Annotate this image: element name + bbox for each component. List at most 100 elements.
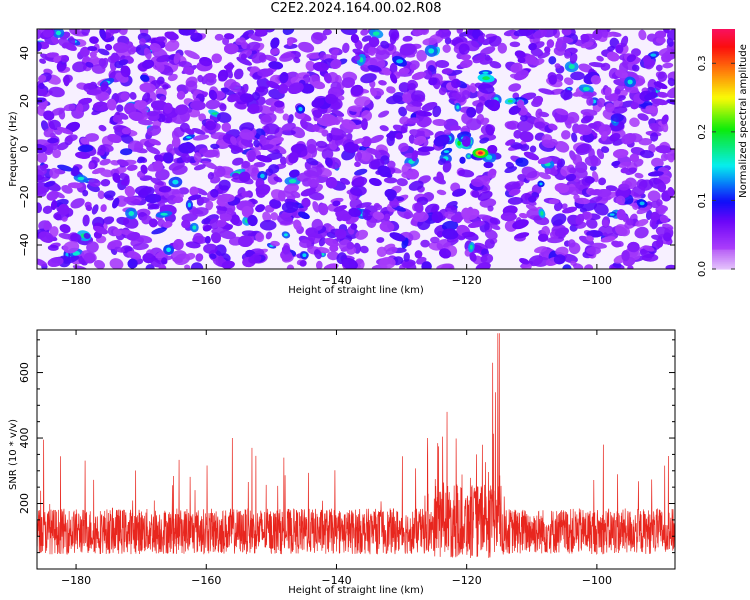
heatmap-blob [269, 105, 277, 112]
heatmap-blob [615, 44, 624, 54]
heatmap-blob [203, 243, 218, 254]
heatmap-blob [323, 72, 332, 84]
heatmap-blob [51, 107, 65, 116]
heatmap-blob [281, 190, 296, 200]
heatmap-blob [228, 144, 244, 153]
colorbar-segment [712, 55, 735, 58]
heatmap-blob [379, 256, 396, 269]
heatmap-blob [477, 83, 495, 94]
heatmap-blob [512, 219, 529, 230]
heatmap-blob [584, 155, 602, 167]
heatmap-blob [386, 95, 403, 105]
heatmap-blob [519, 258, 530, 265]
heatmap-blob [190, 32, 203, 42]
heatmap-blob [368, 36, 380, 48]
heatmap-blob [548, 198, 560, 205]
heatmap-blob [217, 69, 229, 82]
heatmap-blob [49, 226, 59, 238]
heatmap-blob [113, 42, 129, 53]
colorbar-segment [712, 59, 735, 62]
heatmap-blob [224, 64, 235, 70]
heatmap-blob [460, 54, 472, 61]
heatmap-blob [288, 82, 304, 95]
heatmap-blob [269, 199, 282, 209]
heatmap-blob [266, 80, 280, 90]
heatmap-blob-core [470, 244, 473, 250]
colorbar-segment [712, 171, 735, 174]
heatmap-xtick-label: −180 [61, 274, 91, 287]
heatmap-blob [591, 242, 607, 249]
heatmap-blob [548, 56, 557, 65]
heatmap-blob [248, 254, 262, 264]
heatmap-blob [315, 260, 323, 269]
heatmap-blob [413, 136, 427, 146]
colorbar-segment [712, 257, 735, 260]
heatmap-blob [42, 205, 53, 214]
heatmap-blob [98, 48, 110, 56]
heatmap-blob [414, 250, 423, 259]
snr-ytick-label: 600 [18, 362, 31, 383]
heatmap-blob [584, 176, 595, 184]
heatmap-blob [538, 88, 555, 95]
heatmap-blob [444, 36, 452, 45]
colorbar-segment [712, 75, 735, 78]
heatmap-blob [354, 55, 361, 61]
heatmap-blob [663, 29, 670, 34]
heatmap-blob [661, 52, 673, 63]
heatmap-blob [489, 217, 501, 225]
heatmap-blob [533, 256, 550, 267]
heatmap-blob [329, 244, 339, 252]
colorbar-segment [712, 101, 735, 104]
heatmap-blob [563, 77, 574, 86]
colorbar-segment [712, 229, 735, 232]
colorbar-segment [712, 243, 735, 246]
heatmap-blob [469, 252, 477, 262]
heatmap-xtick-label: −100 [582, 274, 612, 287]
heatmap-blob [333, 205, 347, 213]
heatmap-blob [89, 36, 99, 44]
heatmap-blob [43, 110, 55, 121]
heatmap-blob [127, 232, 141, 241]
colorbar-segment [712, 157, 735, 160]
heatmap-blob [190, 100, 206, 111]
heatmap-blob [178, 29, 196, 36]
heatmap-blob [648, 171, 664, 177]
heatmap-blob [620, 167, 629, 174]
heatmap-xtick-label: −160 [191, 274, 221, 287]
heatmap-blob [165, 116, 173, 124]
heatmap-blob [515, 157, 529, 167]
heatmap-blob [121, 127, 132, 135]
heatmap-blob [193, 152, 202, 163]
heatmap-blob [241, 205, 253, 218]
heatmap-blob [611, 160, 621, 167]
heatmap-blob [209, 218, 220, 230]
heatmap-blob [400, 123, 408, 134]
heatmap-blob [655, 64, 663, 72]
heatmap-blob [655, 238, 664, 248]
heatmap-blob [517, 57, 526, 64]
heatmap-blob [264, 54, 278, 62]
heatmap-blob [586, 246, 601, 255]
heatmap-blob [112, 228, 122, 237]
heatmap-blob [135, 235, 153, 244]
heatmap-blob [270, 48, 280, 55]
heatmap-blob [618, 161, 632, 168]
snr-frame [36, 329, 676, 570]
colorbar-segment [712, 87, 735, 90]
heatmap-blob [555, 141, 570, 153]
heatmap-blob-core [609, 213, 615, 216]
heatmap-blob [50, 200, 58, 210]
heatmap-blob [626, 54, 637, 63]
heatmap-blob [219, 213, 232, 222]
heatmap-blob [312, 124, 320, 132]
heatmap-blob [334, 228, 347, 239]
heatmap-blob [411, 101, 423, 107]
heatmap-blob [191, 127, 206, 135]
heatmap-blob [438, 87, 447, 96]
heatmap-blob [146, 110, 159, 117]
heatmap-blob [210, 170, 226, 178]
heatmap-blob-core [457, 140, 461, 146]
heatmap-blob [451, 78, 461, 89]
heatmap-blob [644, 92, 658, 101]
